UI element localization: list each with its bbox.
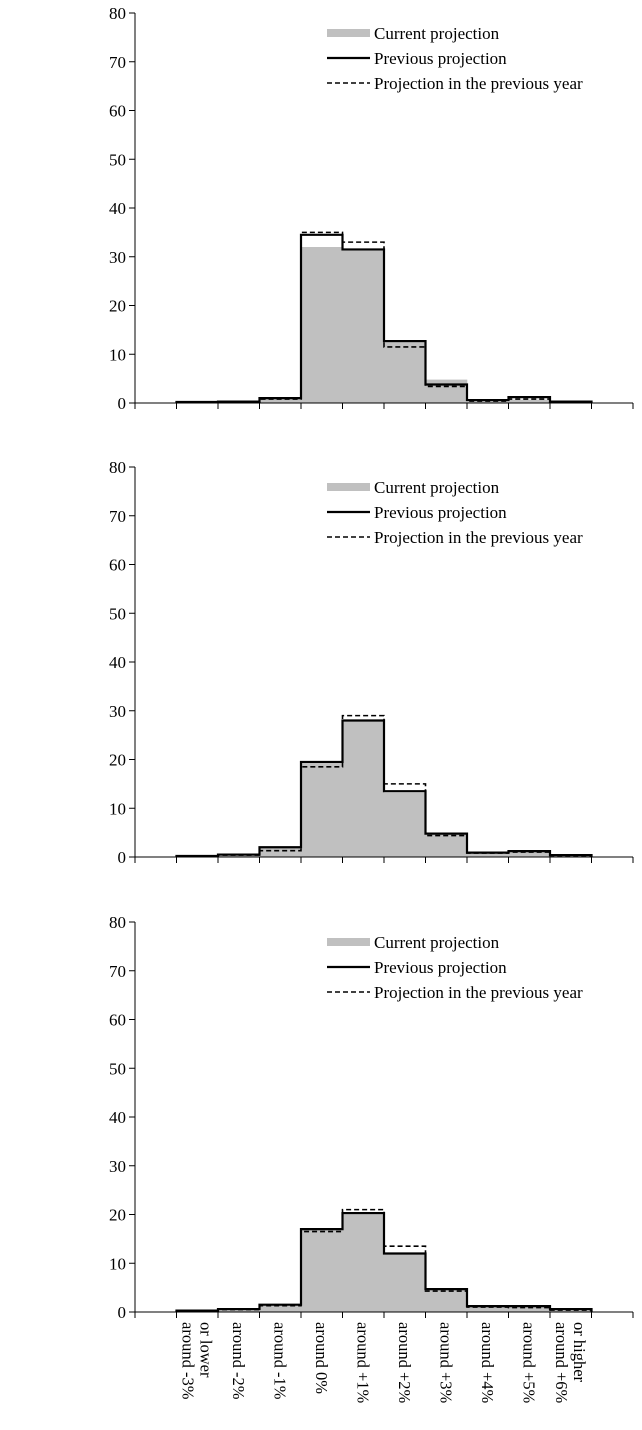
y-tick-label: 40 (109, 199, 126, 218)
x-category-label: around +2% (395, 1322, 414, 1403)
bar-current-4 (301, 1229, 343, 1312)
y-tick-label: 40 (109, 1108, 126, 1127)
bar-current-3 (259, 1304, 302, 1312)
y-tick-label: 30 (109, 1157, 126, 1176)
bar-current-5 (342, 720, 385, 857)
bar-current-5 (342, 249, 385, 403)
bar-current-4 (301, 761, 343, 857)
bar-current-8 (467, 1306, 509, 1312)
y-tick-label: 60 (109, 556, 126, 575)
x-category-label-line: around +5% (519, 1322, 538, 1403)
bar-current-4 (301, 247, 343, 403)
x-category-label: around +6% or higher (552, 1322, 589, 1403)
x-category-label-line: around +4% (478, 1322, 497, 1403)
x-category-label-line: around -1% (270, 1322, 289, 1400)
x-category-label: around -1% (270, 1322, 289, 1400)
y-tick-label: 20 (109, 1206, 126, 1225)
bar-current-3 (259, 398, 302, 403)
y-tick-label: 60 (109, 102, 126, 121)
x-category-label-line: around +3% (436, 1322, 455, 1403)
x-category-label: around -3% or lower (178, 1322, 215, 1400)
y-tick-label: 80 (109, 913, 126, 932)
legend-swatch-current (327, 483, 370, 491)
series-line-previous-year (175, 231, 593, 404)
bar-current-6 (384, 1253, 426, 1312)
chart-3: 0 10 20 30 40 50 60 70 80 Current projection Previ… (109, 913, 634, 1403)
legend-label: Current projection (374, 933, 500, 952)
y-tick-label: 60 (109, 1011, 126, 1030)
x-category-label-line: around -2% (229, 1322, 248, 1400)
y-tick-label: 50 (109, 1059, 126, 1078)
y-tick-label: 50 (109, 604, 126, 623)
y-tick-label: 0 (118, 848, 127, 867)
y-tick-label: 20 (109, 751, 126, 770)
y-tick-label: 80 (109, 4, 126, 23)
y-tick-label: 10 (109, 345, 126, 364)
bar-current-8 (467, 852, 509, 857)
bar-current-6 (384, 792, 426, 857)
bar-current-6 (384, 342, 426, 403)
bar-current-10 (550, 1309, 592, 1312)
y-tick-label: 10 (109, 799, 126, 818)
legend-label: Previous projection (374, 958, 507, 977)
legend-label: Projection in the previous year (374, 528, 583, 547)
legend-label: Projection in the previous year (374, 983, 583, 1002)
bar-current-9 (508, 1307, 551, 1312)
bar-current-5 (342, 1212, 385, 1312)
legend-label: Previous projection (374, 49, 507, 68)
y-tick-label: 70 (109, 962, 126, 981)
y-tick-label: 20 (109, 297, 126, 316)
legend-label: Projection in the previous year (374, 74, 583, 93)
legend-swatch-current (327, 938, 370, 946)
x-category-label-line: around 0% (312, 1322, 331, 1394)
x-category-label: around +4% (478, 1322, 497, 1403)
y-tick-label: 30 (109, 702, 126, 721)
bar-current-9 (508, 852, 551, 857)
x-category-label-line: around +2% (395, 1322, 414, 1403)
series-line-previous-year (175, 1208, 593, 1312)
bar-current-7 (425, 833, 468, 857)
chart-1: 0 10 20 30 40 50 60 70 80 Current projection Previ… (109, 4, 634, 413)
chart-2: 0 10 20 30 40 50 60 70 80 Current projection Previ… (109, 458, 634, 867)
y-tick-label: 0 (118, 394, 127, 413)
bar-current-3 (259, 848, 302, 857)
y-tick-label: 80 (109, 458, 126, 477)
y-tick-label: 40 (109, 653, 126, 672)
x-category-label-line: or lower (196, 1322, 215, 1378)
bar-current-7 (425, 1288, 468, 1312)
legend-label: Current projection (374, 24, 500, 43)
y-tick-label: 30 (109, 248, 126, 267)
y-tick-label: 70 (109, 507, 126, 526)
x-category-label-line: or higher (570, 1322, 589, 1383)
y-tick-label: 0 (118, 1303, 127, 1322)
x-category-label-line: around +6% (552, 1322, 571, 1403)
legend-label: Previous projection (374, 503, 507, 522)
x-category-label: around 0% (312, 1322, 331, 1394)
bar-current-7 (425, 379, 468, 403)
legend-label: Current projection (374, 478, 500, 497)
y-tick-label: 70 (109, 53, 126, 72)
series-line-previous-year (175, 714, 593, 858)
bar-current-9 (508, 399, 551, 403)
x-category-label-line: around -3% (178, 1322, 197, 1400)
legend-swatch-current (327, 29, 370, 37)
y-tick-label: 10 (109, 1254, 126, 1273)
x-category-label: around +5% (519, 1322, 538, 1403)
x-category-label-line: around +1% (353, 1322, 372, 1403)
x-category-label: around +3% (436, 1322, 455, 1403)
y-tick-label: 50 (109, 150, 126, 169)
x-category-label: around +1% (353, 1322, 372, 1403)
x-category-label: around -2% (229, 1322, 248, 1400)
bar-current-2 (218, 1309, 260, 1312)
